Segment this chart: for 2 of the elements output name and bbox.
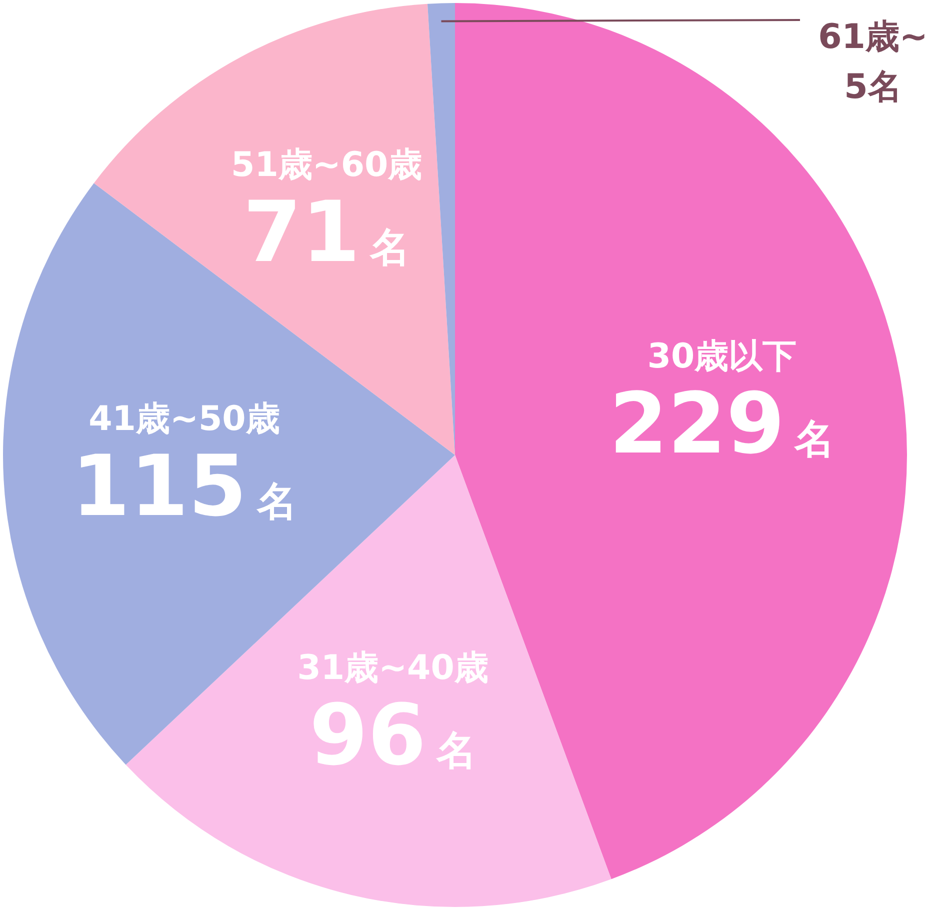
- data-label: 5名: [844, 67, 902, 107]
- slice-label: 61歳~: [818, 17, 928, 57]
